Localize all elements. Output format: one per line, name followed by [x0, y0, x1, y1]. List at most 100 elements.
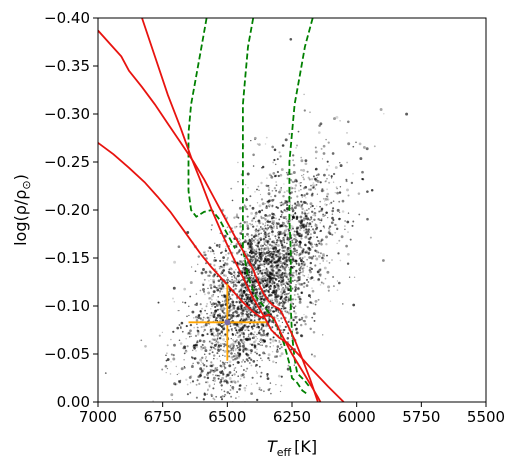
- scatter-point: [329, 233, 332, 235]
- scatter-point: [255, 255, 259, 258]
- scatter-point: [267, 262, 270, 265]
- scatter-point: [283, 297, 287, 300]
- scatter-point: [222, 349, 224, 352]
- scatter-point: [306, 212, 309, 215]
- scatter-point: [272, 321, 275, 324]
- scatter-point: [233, 340, 235, 343]
- scatter-point: [291, 210, 294, 213]
- scatter-point: [199, 374, 201, 377]
- scatter-point: [297, 203, 301, 207]
- scatter-point: [280, 168, 284, 171]
- scatter-point: [196, 361, 198, 364]
- scatter-point: [272, 223, 275, 226]
- scatter-point: [172, 330, 175, 333]
- scatter-point: [237, 341, 240, 344]
- scatter-point: [213, 398, 216, 401]
- scatter-point: [268, 243, 272, 246]
- scatter-point: [258, 254, 262, 258]
- scatter-point: [264, 284, 268, 288]
- scatter-point: [328, 203, 331, 205]
- scatter-point: [308, 225, 310, 228]
- scatter-point: [241, 342, 244, 345]
- scatter-point: [202, 344, 205, 347]
- scatter-point: [235, 334, 237, 336]
- scatter-point: [304, 315, 308, 319]
- scatter-point: [234, 279, 238, 283]
- scatter-point: [240, 308, 243, 311]
- scatter-point: [200, 312, 203, 315]
- scatter-point: [312, 312, 316, 316]
- scatter-point: [258, 233, 260, 235]
- scatter-point: [251, 281, 254, 284]
- scatter-point: [239, 338, 243, 342]
- scatter-point: [314, 188, 317, 190]
- scatter-point: [325, 235, 328, 239]
- scatter-point: [208, 297, 211, 300]
- scatter-point: [300, 200, 303, 203]
- scatter-point: [278, 324, 282, 328]
- scatter-point: [273, 250, 277, 254]
- scatter-point: [254, 292, 257, 295]
- scatter-point: [260, 249, 263, 252]
- scatter-point: [223, 349, 227, 353]
- scatter-point: [177, 309, 179, 312]
- scatter-point: [259, 193, 262, 196]
- scatter-point: [335, 115, 339, 119]
- scatter-point: [244, 389, 246, 392]
- scatter-point: [241, 263, 245, 266]
- scatter-point: [220, 342, 222, 345]
- scatter-point: [281, 262, 284, 265]
- scatter-point: [231, 374, 234, 377]
- scatter-point: [252, 225, 255, 228]
- scatter-point: [217, 308, 219, 311]
- scatter-point: [259, 375, 262, 378]
- scatter-point: [314, 264, 317, 267]
- scatter-point: [322, 144, 326, 148]
- scatter-point: [231, 300, 235, 304]
- scatter-point: [287, 296, 290, 299]
- scatter-point: [289, 37, 293, 41]
- scatter-point: [234, 340, 237, 343]
- scatter-point: [263, 243, 266, 246]
- scatter-point: [221, 311, 224, 313]
- scatter-point: [253, 279, 257, 282]
- scatter-point: [231, 346, 235, 349]
- scatter-point: [285, 310, 289, 314]
- scatter-point: [266, 333, 269, 336]
- scatter-point: [203, 250, 206, 254]
- scatter-point: [224, 307, 227, 310]
- scatter-point: [207, 319, 211, 322]
- scatter-point: [276, 244, 280, 247]
- scatter-point: [265, 200, 268, 203]
- scatter-point: [304, 185, 308, 189]
- scatter-point: [295, 249, 298, 252]
- scatter-point: [308, 222, 312, 225]
- scatter-point: [238, 396, 240, 398]
- scatter-point: [208, 340, 211, 343]
- scatter-point: [233, 341, 237, 344]
- scatter-point: [285, 276, 287, 278]
- scatter-point: [230, 187, 233, 190]
- scatter-point: [305, 196, 307, 199]
- scatter-point: [241, 262, 245, 266]
- scatter-point: [309, 111, 311, 114]
- scatter-point: [273, 148, 277, 152]
- scatter-point: [292, 306, 296, 309]
- scatter-point: [220, 384, 223, 387]
- scatter-point: [323, 227, 325, 229]
- scatter-point: [291, 244, 295, 247]
- scatter-point: [303, 229, 306, 232]
- scatter-point: [252, 276, 256, 280]
- scatter-point: [262, 351, 266, 355]
- scatter-point: [253, 345, 257, 349]
- scatter-point: [210, 311, 213, 315]
- scatter-point: [250, 252, 253, 255]
- scatter-point: [284, 284, 287, 287]
- scatter-point: [253, 229, 256, 231]
- scatter-point: [228, 268, 231, 271]
- scatter-point: [269, 341, 272, 344]
- scatter-point: [215, 395, 218, 398]
- scatter-point: [191, 364, 194, 367]
- scatter-point: [295, 331, 299, 335]
- scatter-point: [255, 299, 258, 302]
